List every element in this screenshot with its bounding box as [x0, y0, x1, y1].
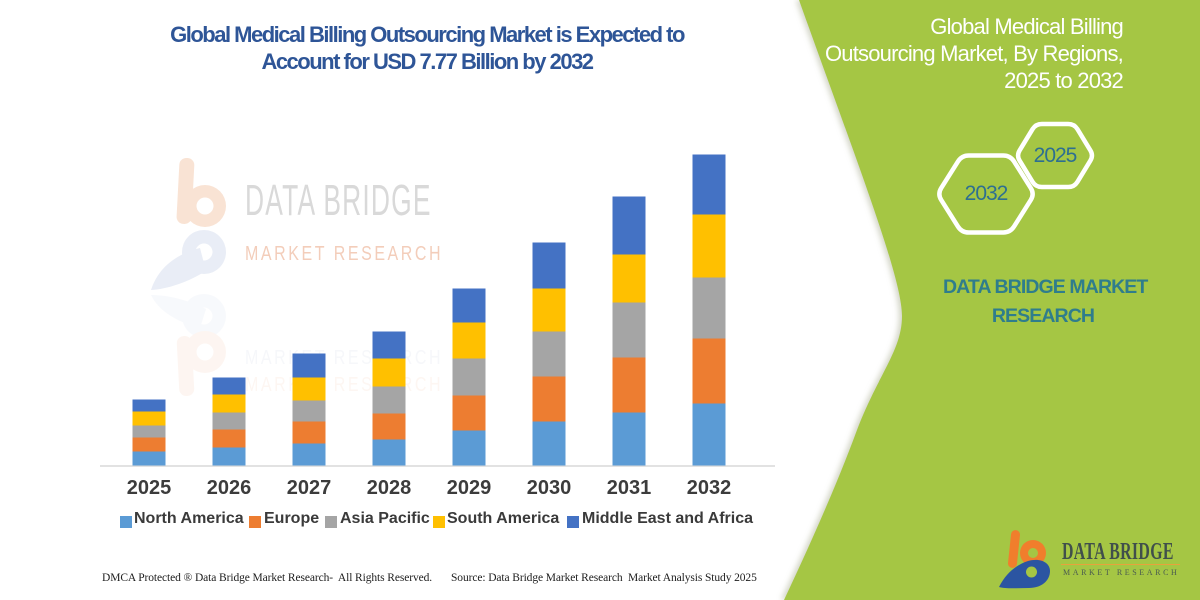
svg-text:MARKET RESEARCH: MARKET RESEARCH: [245, 373, 443, 395]
svg-text:MARKET RESEARCH: MARKET RESEARCH: [245, 242, 443, 264]
svg-text:DATA BRIDGE: DATA BRIDGE: [245, 175, 432, 225]
svg-text:MARKET RESEARCH: MARKET RESEARCH: [245, 346, 443, 368]
